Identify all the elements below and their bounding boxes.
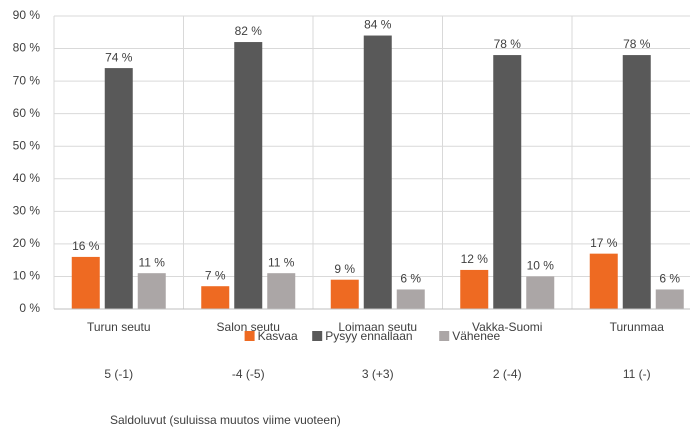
y-tick-label: 90 % bbox=[13, 8, 41, 22]
bar bbox=[234, 42, 263, 310]
value-label: 10 % bbox=[527, 259, 555, 273]
x-tick-label: Turun seutu bbox=[87, 320, 151, 334]
value-label: 6 % bbox=[659, 272, 680, 286]
y-tick-label: 80 % bbox=[13, 41, 41, 55]
y-tick-label: 40 % bbox=[13, 171, 41, 185]
legend-label: Vähenee bbox=[452, 329, 500, 343]
saldo-label: 2 (-4) bbox=[493, 367, 522, 381]
value-label: 82 % bbox=[235, 24, 263, 38]
y-tick-label: 10 % bbox=[13, 269, 41, 283]
legend-label: Kasvaa bbox=[258, 329, 298, 343]
value-label: 84 % bbox=[364, 18, 392, 32]
bar bbox=[137, 273, 166, 309]
note: Saldoluvut (suluissa muutos viime vuotee… bbox=[110, 413, 341, 427]
y-tick-label: 30 % bbox=[13, 204, 41, 218]
saldo-label: 5 (-1) bbox=[104, 367, 133, 381]
legend-swatch bbox=[244, 331, 255, 341]
y-tick-label: 60 % bbox=[13, 106, 41, 120]
x-tick-label: Salon seutu bbox=[217, 320, 280, 334]
x-tick-label: Vakka-Suomi bbox=[472, 320, 542, 334]
y-tick-label: 20 % bbox=[13, 236, 41, 250]
bar bbox=[71, 256, 100, 309]
bar bbox=[622, 55, 651, 309]
value-label: 78 % bbox=[623, 37, 651, 51]
bar bbox=[201, 286, 230, 309]
value-label: 9 % bbox=[334, 262, 355, 276]
value-label: 11 % bbox=[268, 255, 295, 269]
legend-swatch bbox=[439, 331, 450, 341]
saldo-label: -4 (-5) bbox=[232, 367, 265, 381]
legend-label: Pysyy ennallaan bbox=[325, 329, 412, 343]
bar bbox=[330, 279, 359, 309]
bar bbox=[363, 35, 392, 310]
y-tick-label: 70 % bbox=[13, 73, 41, 87]
value-label: 74 % bbox=[105, 50, 133, 64]
bar bbox=[655, 289, 684, 309]
legend-swatch bbox=[312, 331, 323, 341]
bar bbox=[589, 253, 618, 309]
bar bbox=[493, 55, 522, 309]
value-label: 11 % bbox=[139, 255, 166, 269]
bar bbox=[104, 68, 133, 309]
x-tick-label: Loimaan seutu bbox=[338, 320, 417, 334]
saldo-label: 3 (+3) bbox=[362, 367, 394, 381]
value-label: 78 % bbox=[494, 37, 522, 51]
x-tick-label: Turunmaa bbox=[610, 320, 665, 334]
value-label: 16 % bbox=[72, 239, 100, 253]
value-label: 12 % bbox=[461, 252, 489, 266]
value-label: 7 % bbox=[205, 268, 226, 282]
bar bbox=[526, 276, 555, 309]
bar bbox=[396, 289, 425, 309]
saldo-label: 11 (-) bbox=[623, 367, 651, 381]
bar bbox=[460, 269, 489, 309]
bar bbox=[267, 273, 296, 309]
y-tick-label: 50 % bbox=[13, 138, 41, 152]
value-label: 6 % bbox=[400, 272, 421, 286]
y-tick-label: 0 % bbox=[19, 301, 40, 315]
value-label: 17 % bbox=[590, 236, 618, 250]
